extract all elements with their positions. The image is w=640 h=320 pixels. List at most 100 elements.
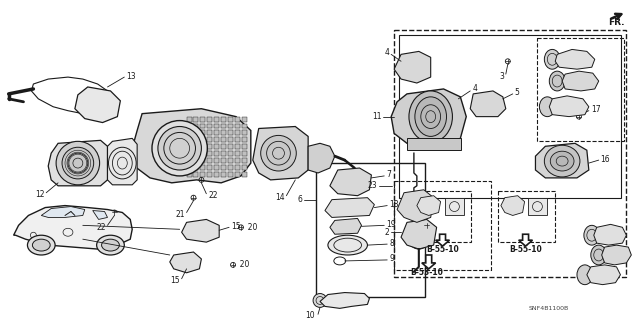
Text: 3: 3 <box>499 72 504 81</box>
Bar <box>193 172 198 177</box>
Text: 17: 17 <box>591 105 600 114</box>
Bar <box>235 144 240 149</box>
Ellipse shape <box>158 126 202 170</box>
Polygon shape <box>13 205 132 249</box>
Bar <box>200 144 205 149</box>
Bar <box>200 151 205 156</box>
Bar <box>214 137 219 142</box>
Bar <box>228 131 233 135</box>
Polygon shape <box>394 52 431 83</box>
Bar <box>228 151 233 156</box>
Bar <box>228 116 233 122</box>
Polygon shape <box>501 196 525 215</box>
Bar <box>187 124 191 129</box>
Bar <box>207 172 212 177</box>
Bar <box>228 165 233 170</box>
Text: 22: 22 <box>96 223 106 232</box>
Bar <box>394 30 627 277</box>
Ellipse shape <box>415 97 447 136</box>
Text: 12: 12 <box>35 190 44 199</box>
Ellipse shape <box>88 93 108 116</box>
Polygon shape <box>253 126 308 180</box>
Bar <box>221 151 226 156</box>
Ellipse shape <box>328 235 367 255</box>
Bar <box>200 116 205 122</box>
Bar <box>316 163 425 297</box>
Bar <box>399 35 621 198</box>
Text: 14: 14 <box>275 193 284 202</box>
Bar <box>221 124 226 129</box>
Bar <box>187 165 191 170</box>
Bar <box>235 124 240 129</box>
Polygon shape <box>170 252 202 273</box>
Polygon shape <box>330 219 362 234</box>
Text: 23: 23 <box>368 181 378 190</box>
Text: 20: 20 <box>243 223 257 232</box>
Text: 16: 16 <box>601 155 611 164</box>
Text: 19: 19 <box>386 220 396 229</box>
Bar <box>187 137 191 142</box>
Bar <box>200 165 205 170</box>
Ellipse shape <box>577 265 593 285</box>
Bar <box>235 151 240 156</box>
Bar <box>193 131 198 135</box>
Polygon shape <box>330 168 371 196</box>
Text: 10: 10 <box>305 311 315 320</box>
Polygon shape <box>182 220 219 242</box>
Bar <box>221 137 226 142</box>
Bar <box>193 137 198 142</box>
Bar <box>214 144 219 149</box>
Polygon shape <box>401 220 436 249</box>
Polygon shape <box>518 234 532 246</box>
Bar <box>235 116 240 122</box>
Polygon shape <box>417 196 440 215</box>
Polygon shape <box>93 211 108 220</box>
Ellipse shape <box>545 49 560 69</box>
Polygon shape <box>587 265 620 285</box>
Bar <box>242 124 247 129</box>
Bar <box>235 172 240 177</box>
Ellipse shape <box>591 245 607 265</box>
Ellipse shape <box>97 235 124 255</box>
Bar <box>242 172 247 177</box>
Bar <box>242 131 247 135</box>
Bar <box>221 165 226 170</box>
Polygon shape <box>556 49 595 69</box>
Polygon shape <box>422 255 436 269</box>
Bar <box>228 137 233 142</box>
Polygon shape <box>436 234 449 246</box>
Bar <box>214 131 219 135</box>
Text: 13: 13 <box>126 72 136 81</box>
Polygon shape <box>320 292 369 308</box>
Ellipse shape <box>28 235 55 255</box>
Polygon shape <box>42 207 84 217</box>
Bar <box>414 191 471 242</box>
Bar <box>407 138 461 150</box>
Polygon shape <box>397 190 434 222</box>
Bar <box>193 124 198 129</box>
Text: 4: 4 <box>472 84 477 93</box>
Bar <box>187 172 191 177</box>
Bar <box>193 158 198 163</box>
Polygon shape <box>562 71 598 91</box>
Bar <box>200 124 205 129</box>
Ellipse shape <box>56 141 100 185</box>
Text: 7: 7 <box>386 171 391 180</box>
Bar <box>193 116 198 122</box>
Text: B-55-10: B-55-10 <box>509 244 542 253</box>
Bar <box>221 116 226 122</box>
Polygon shape <box>75 87 120 123</box>
Bar <box>235 165 240 170</box>
Bar <box>214 158 219 163</box>
Bar <box>193 144 198 149</box>
Bar <box>200 137 205 142</box>
Bar <box>242 144 247 149</box>
Ellipse shape <box>33 239 50 251</box>
Bar <box>221 172 226 177</box>
Bar <box>242 137 247 142</box>
Polygon shape <box>308 143 335 173</box>
Bar <box>445 198 464 215</box>
Bar <box>242 165 247 170</box>
Bar <box>207 124 212 129</box>
Text: 4: 4 <box>384 48 389 57</box>
